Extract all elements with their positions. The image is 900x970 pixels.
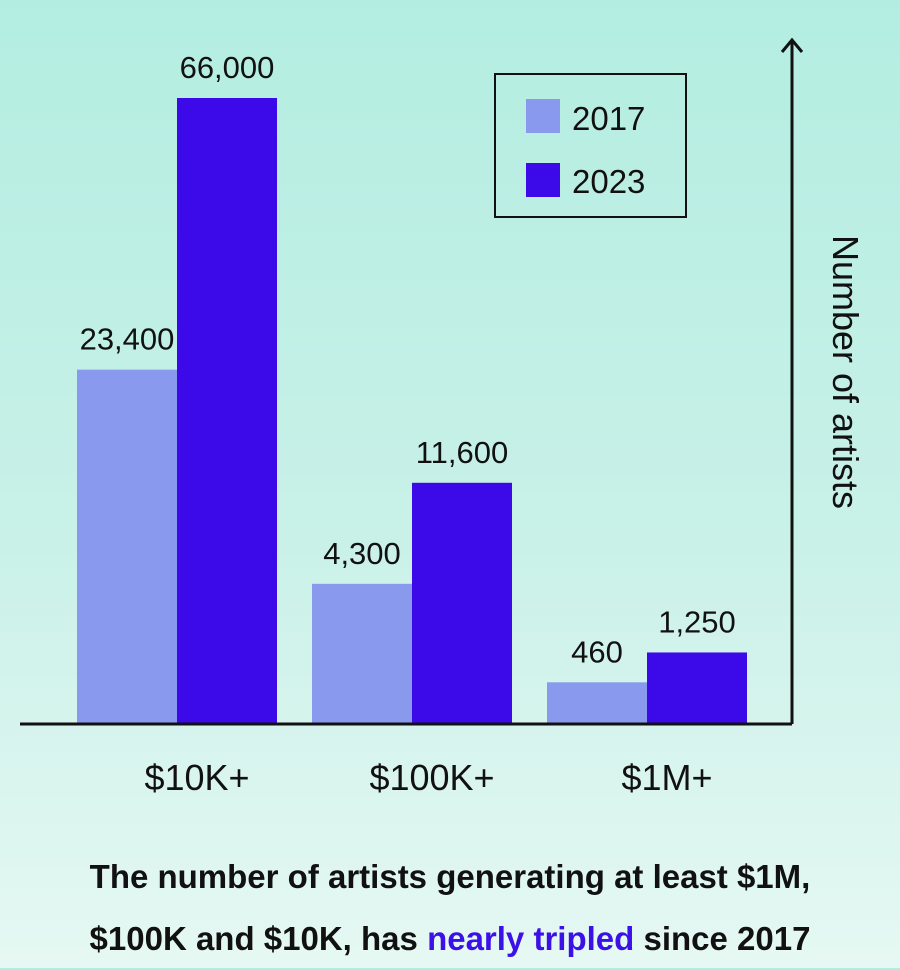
bar-1m-2017 [547,682,647,723]
bar-chart: 23,400 66,000 4,300 11,600 460 1,250 $10K+ $10… [20,37,866,798]
value-label-10k-2017: 23,400 [80,322,175,357]
x-tick-label-1m: $1M+ [621,757,712,798]
bar-10k-2023 [177,98,277,723]
caption-highlight: nearly tripled [427,920,635,957]
value-label-1m-2017: 460 [571,634,623,669]
y-axis-label: Number of artists [825,235,866,509]
legend-swatch-2017 [526,99,560,133]
bar-100k-2017 [312,583,412,723]
legend-swatch-2023 [526,163,560,197]
bar-1m-2023 [647,652,747,723]
legend-label-2023: 2023 [572,163,645,200]
value-label-1m-2023: 1,250 [658,604,736,639]
chart-caption: The number of artists generating at leas… [0,846,900,970]
legend-box [494,73,687,218]
legend-label-2017: 2017 [572,100,645,137]
caption-line-2-end: since 2017 [634,920,811,957]
x-tick-label-10k: $10K+ [144,757,249,798]
caption-line-1: The number of artists generating at leas… [89,858,811,895]
legend: 2017 2023 [494,73,687,218]
value-label-100k-2017: 4,300 [323,536,401,571]
bar-100k-2023 [412,482,512,723]
caption-line-2: $100K and $10K, has nearly tripled since… [0,908,900,970]
value-label-100k-2023: 11,600 [416,435,509,470]
x-tick-label-100k: $100K+ [369,757,494,798]
bar-10k-2017 [77,369,177,723]
y-axis-arrow-icon [780,37,804,53]
caption-line-2-start: $100K and $10K, has [89,920,428,957]
value-label-10k-2023: 66,000 [180,50,275,85]
